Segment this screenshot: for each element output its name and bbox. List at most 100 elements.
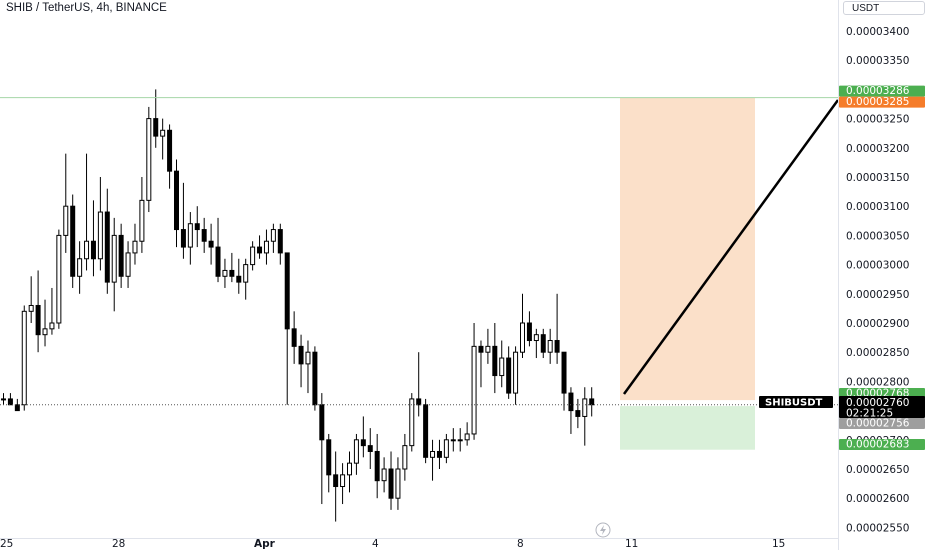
candle[interactable] <box>132 223 138 265</box>
candle-body <box>243 264 249 283</box>
candle[interactable] <box>381 457 387 493</box>
candle[interactable] <box>506 346 512 399</box>
candle[interactable] <box>208 223 214 265</box>
candle[interactable] <box>305 340 311 394</box>
candle[interactable] <box>409 393 415 452</box>
symbol-title[interactable]: SHIB / TetherUS, 4h, BINANCE <box>6 2 167 14</box>
candle[interactable] <box>63 153 69 253</box>
candle[interactable] <box>153 89 159 148</box>
candle[interactable] <box>589 387 595 417</box>
candle[interactable] <box>7 393 13 406</box>
candle[interactable] <box>499 340 505 388</box>
candle[interactable] <box>49 287 55 335</box>
candle[interactable] <box>526 311 532 347</box>
candle[interactable] <box>14 398 20 412</box>
candle[interactable] <box>215 217 221 283</box>
candle[interactable] <box>347 451 352 493</box>
candle[interactable] <box>533 328 539 359</box>
candle[interactable] <box>492 323 498 394</box>
candle[interactable] <box>97 177 103 271</box>
candle[interactable] <box>326 433 332 493</box>
candle[interactable] <box>35 270 41 353</box>
candle[interactable] <box>42 299 48 347</box>
candle[interactable] <box>568 387 574 434</box>
candle[interactable] <box>471 323 477 440</box>
candle[interactable] <box>547 328 553 364</box>
candle[interactable] <box>388 451 394 510</box>
candle[interactable] <box>70 194 76 288</box>
candle[interactable] <box>104 188 110 294</box>
candle[interactable] <box>160 118 166 160</box>
candle[interactable] <box>1 393 6 405</box>
candle[interactable] <box>464 422 470 446</box>
candle[interactable] <box>125 241 131 288</box>
candle[interactable] <box>90 200 96 277</box>
currency-selector[interactable]: USDT <box>843 1 925 15</box>
candle[interactable] <box>118 223 124 288</box>
candle[interactable] <box>478 340 484 388</box>
candle[interactable] <box>250 241 256 271</box>
candle[interactable] <box>111 217 117 312</box>
candle[interactable] <box>291 311 297 364</box>
candle[interactable] <box>402 433 408 481</box>
candle[interactable] <box>416 352 422 417</box>
candle-body <box>49 322 55 330</box>
candle[interactable] <box>229 252 235 283</box>
candle[interactable] <box>167 124 173 189</box>
candle[interactable] <box>180 182 186 259</box>
candle[interactable] <box>430 439 436 481</box>
candle[interactable] <box>450 428 456 452</box>
candle[interactable] <box>243 258 249 300</box>
candle[interactable] <box>554 293 560 364</box>
candle[interactable] <box>277 223 283 265</box>
candle[interactable] <box>513 346 519 405</box>
candle[interactable] <box>270 223 276 253</box>
candle[interactable] <box>374 433 380 499</box>
candle[interactable] <box>139 177 145 253</box>
candle[interactable] <box>222 258 228 288</box>
candle[interactable] <box>56 229 62 329</box>
candle[interactable] <box>353 433 359 475</box>
candle[interactable] <box>575 398 581 429</box>
replay-icon[interactable] <box>595 522 611 538</box>
candle[interactable] <box>333 451 339 522</box>
candle[interactable] <box>21 305 27 411</box>
candle[interactable] <box>236 258 242 294</box>
candle[interactable] <box>367 428 373 469</box>
candle[interactable] <box>360 416 366 458</box>
candle[interactable] <box>257 235 263 259</box>
candle[interactable] <box>84 153 90 271</box>
candle[interactable] <box>582 387 588 446</box>
candle[interactable] <box>146 106 152 213</box>
candle[interactable] <box>561 351 567 411</box>
time-tick-label: 8 <box>517 538 524 550</box>
candle[interactable] <box>457 428 463 452</box>
candle[interactable] <box>201 217 207 253</box>
candle[interactable] <box>174 159 179 248</box>
candle[interactable] <box>194 206 200 248</box>
time-tick-label: Apr <box>254 538 276 550</box>
candle[interactable] <box>28 276 34 323</box>
stop-zone[interactable] <box>620 406 755 450</box>
candle[interactable] <box>540 328 546 359</box>
candle[interactable] <box>436 439 442 469</box>
candle[interactable] <box>187 212 193 265</box>
candle[interactable] <box>77 241 83 294</box>
price-tick-label: 0.00002900 <box>846 318 909 330</box>
projection-line[interactable] <box>622 99 840 395</box>
candle[interactable] <box>395 457 401 510</box>
candle[interactable] <box>312 346 318 411</box>
candle[interactable] <box>520 293 525 359</box>
candle[interactable] <box>340 463 346 505</box>
candle-body <box>319 404 325 441</box>
candle[interactable] <box>485 328 491 364</box>
candle[interactable] <box>284 252 290 405</box>
target-zone[interactable] <box>620 97 755 401</box>
candle[interactable] <box>423 398 429 464</box>
candle[interactable] <box>443 433 449 464</box>
candle[interactable] <box>319 393 325 505</box>
candle[interactable] <box>298 334 304 388</box>
candle[interactable] <box>263 229 269 265</box>
